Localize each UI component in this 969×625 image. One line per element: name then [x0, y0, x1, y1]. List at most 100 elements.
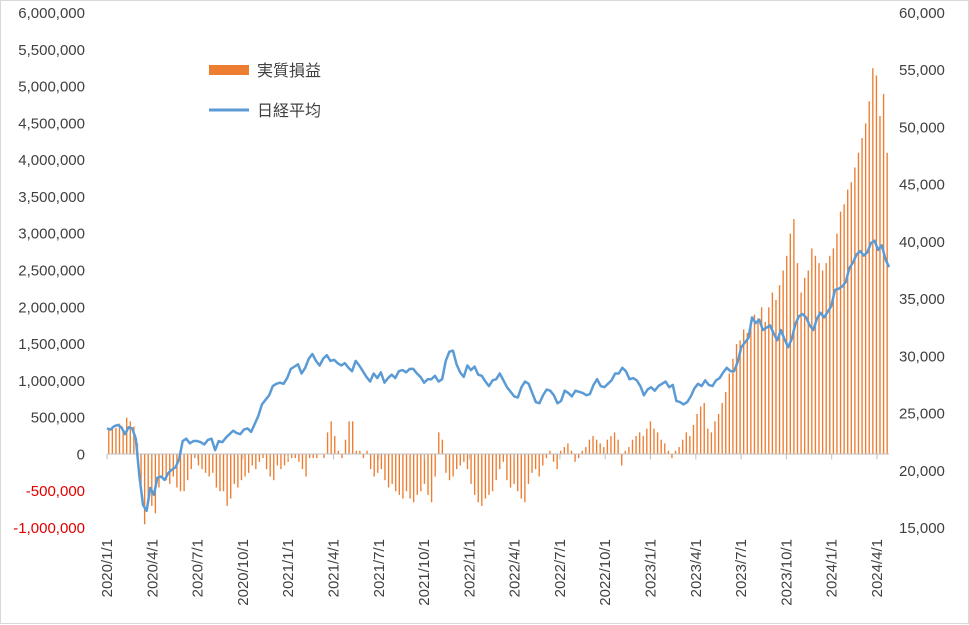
bar — [237, 454, 239, 488]
legend-label-bar: 実質損益 — [257, 62, 321, 80]
bar — [534, 454, 537, 470]
bar — [323, 454, 325, 459]
bar — [825, 263, 827, 455]
bar — [276, 454, 279, 466]
bar — [470, 454, 472, 484]
bar — [509, 454, 512, 488]
bar — [201, 454, 203, 470]
bar — [832, 248, 835, 455]
x-axis-tick-label: 2022/1/1 — [461, 539, 478, 597]
bar — [775, 299, 777, 455]
bar — [337, 450, 340, 455]
bar — [359, 450, 361, 455]
x-axis-tick-label: 2021/1/1 — [280, 539, 297, 597]
bar — [502, 454, 505, 462]
legend-label-line: 日経平均 — [257, 102, 321, 120]
bar — [549, 450, 551, 455]
bar — [717, 413, 720, 455]
bar — [247, 454, 250, 473]
bar — [312, 454, 314, 459]
bar — [373, 454, 375, 477]
bar — [861, 138, 863, 455]
bar — [638, 432, 641, 455]
bar — [538, 454, 540, 477]
right-axis-tick-label: 50,000 — [899, 119, 945, 136]
bar — [746, 333, 748, 455]
bar — [728, 373, 731, 455]
left-axis-tick-label: 4,500,000 — [18, 115, 85, 132]
bar — [836, 233, 838, 455]
bar — [847, 189, 849, 455]
bar-series — [108, 68, 888, 525]
bar — [753, 314, 756, 455]
bar — [771, 292, 774, 455]
bar — [466, 454, 469, 470]
bar — [599, 443, 601, 455]
bar — [796, 263, 799, 455]
bar — [689, 436, 691, 455]
bar — [438, 432, 440, 455]
bar — [273, 454, 275, 481]
bar — [179, 454, 182, 492]
bar — [786, 255, 788, 455]
left-axis-tick-label: 5,000,000 — [18, 79, 85, 96]
bar — [653, 428, 655, 455]
bar — [524, 454, 526, 503]
bar — [108, 428, 110, 455]
bar — [656, 432, 659, 455]
left-axis-tick-label: 2,500,000 — [18, 263, 85, 280]
right-axis-labels: 15,000 20,000 25,000 30,000 35,000 40,000 45,0… — [899, 5, 945, 537]
bar — [151, 454, 153, 506]
bar — [330, 421, 332, 455]
bar — [352, 421, 354, 455]
left-axis-tick-label: 3,000,000 — [18, 226, 85, 243]
bar — [283, 454, 286, 466]
bar — [585, 447, 587, 455]
bar — [197, 454, 200, 466]
bar — [811, 248, 813, 455]
bar — [760, 307, 763, 455]
bar — [531, 454, 533, 473]
legend: 実質損益 日経平均 — [209, 62, 321, 120]
bar — [807, 270, 809, 455]
bar — [563, 447, 565, 455]
bar — [735, 344, 738, 455]
bar — [387, 454, 390, 488]
bar — [111, 426, 114, 455]
bar — [398, 454, 400, 495]
bar — [803, 277, 806, 455]
x-axis-tick-label: 2021/7/1 — [371, 539, 388, 597]
bar — [190, 454, 192, 470]
left-axis-tick-label: 4,000,000 — [18, 152, 85, 169]
bar — [169, 454, 171, 484]
bar — [441, 439, 444, 455]
bar — [710, 432, 713, 455]
x-axis-tick-label: 2020/7/1 — [190, 539, 207, 597]
bar — [868, 101, 870, 455]
x-axis-tick-label: 2023/4/1 — [688, 539, 705, 597]
bar — [782, 270, 784, 455]
bar — [882, 93, 885, 455]
bar — [574, 454, 576, 462]
bar — [434, 454, 436, 477]
x-axis-tick-label: 2023/10/1 — [778, 539, 795, 606]
bar — [126, 417, 128, 455]
bar — [692, 425, 695, 455]
bar — [588, 439, 591, 455]
bar — [409, 454, 411, 499]
bar — [793, 219, 795, 455]
bar — [377, 454, 379, 473]
bar — [334, 436, 336, 455]
bar — [545, 454, 548, 459]
bar — [348, 421, 350, 455]
bar — [473, 454, 476, 495]
bar — [391, 454, 393, 484]
right-axis-tick-label: 25,000 — [899, 406, 945, 423]
bar — [158, 454, 160, 488]
bar — [280, 454, 282, 470]
bar — [642, 436, 644, 455]
bar — [552, 454, 555, 462]
bar — [384, 454, 386, 481]
bar — [369, 454, 372, 470]
